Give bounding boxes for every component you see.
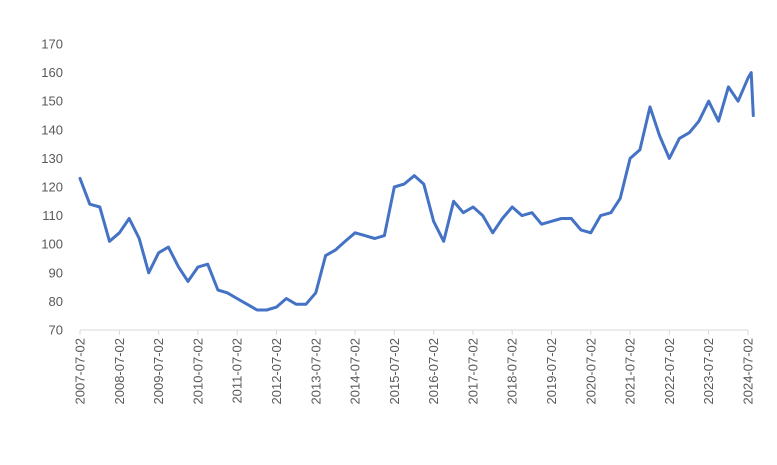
- y-tick-label: 90: [49, 265, 63, 280]
- x-tick-label: 2015-07-02: [387, 338, 402, 405]
- x-tick-label: 2018-07-02: [505, 338, 520, 405]
- x-tick-label: 2011-07-02: [230, 338, 245, 404]
- x-tick-label: 2013-07-02: [308, 338, 323, 405]
- x-axis: 2007-07-02 2008-07-02 2009-07-02 2010-07-02…: [73, 329, 756, 405]
- x-tick-label: 2020-07-02: [583, 338, 598, 405]
- y-tick-label: 120: [41, 180, 63, 195]
- x-tick-label: 2022-07-02: [662, 338, 677, 405]
- x-tick-label: 2024-07-02: [741, 338, 756, 405]
- x-tick-label: 2014-07-02: [348, 338, 363, 405]
- y-tick-label: 100: [41, 237, 63, 252]
- x-tick-label: 2010-07-02: [190, 338, 205, 405]
- y-axis: 70 80 90 100 110 120 130 140 150 160 170: [41, 37, 63, 338]
- y-tick-label: 160: [41, 65, 63, 80]
- series-line: [78, 71, 755, 312]
- x-tick-label: 2016-07-02: [426, 338, 441, 405]
- y-tick-label: 130: [41, 151, 63, 166]
- x-tick-label: 2007-07-02: [73, 338, 88, 405]
- y-tick-label: 170: [41, 37, 63, 52]
- y-tick-label: 140: [41, 122, 63, 137]
- x-tick-label: 2023-07-02: [701, 338, 716, 405]
- x-tick-label: 2009-07-02: [151, 338, 166, 405]
- y-tick-label: 70: [49, 323, 63, 338]
- x-tick-label: 2019-07-02: [544, 338, 559, 405]
- x-tick-label: 2008-07-02: [112, 338, 127, 405]
- y-tick-label: 80: [49, 294, 63, 309]
- x-tick-label: 2012-07-02: [269, 338, 284, 405]
- y-tick-label: 110: [42, 208, 63, 223]
- x-tick-label: 2021-07-02: [623, 338, 638, 405]
- y-tick-label: 150: [41, 94, 63, 109]
- x-tick-label: 2017-07-02: [465, 338, 480, 405]
